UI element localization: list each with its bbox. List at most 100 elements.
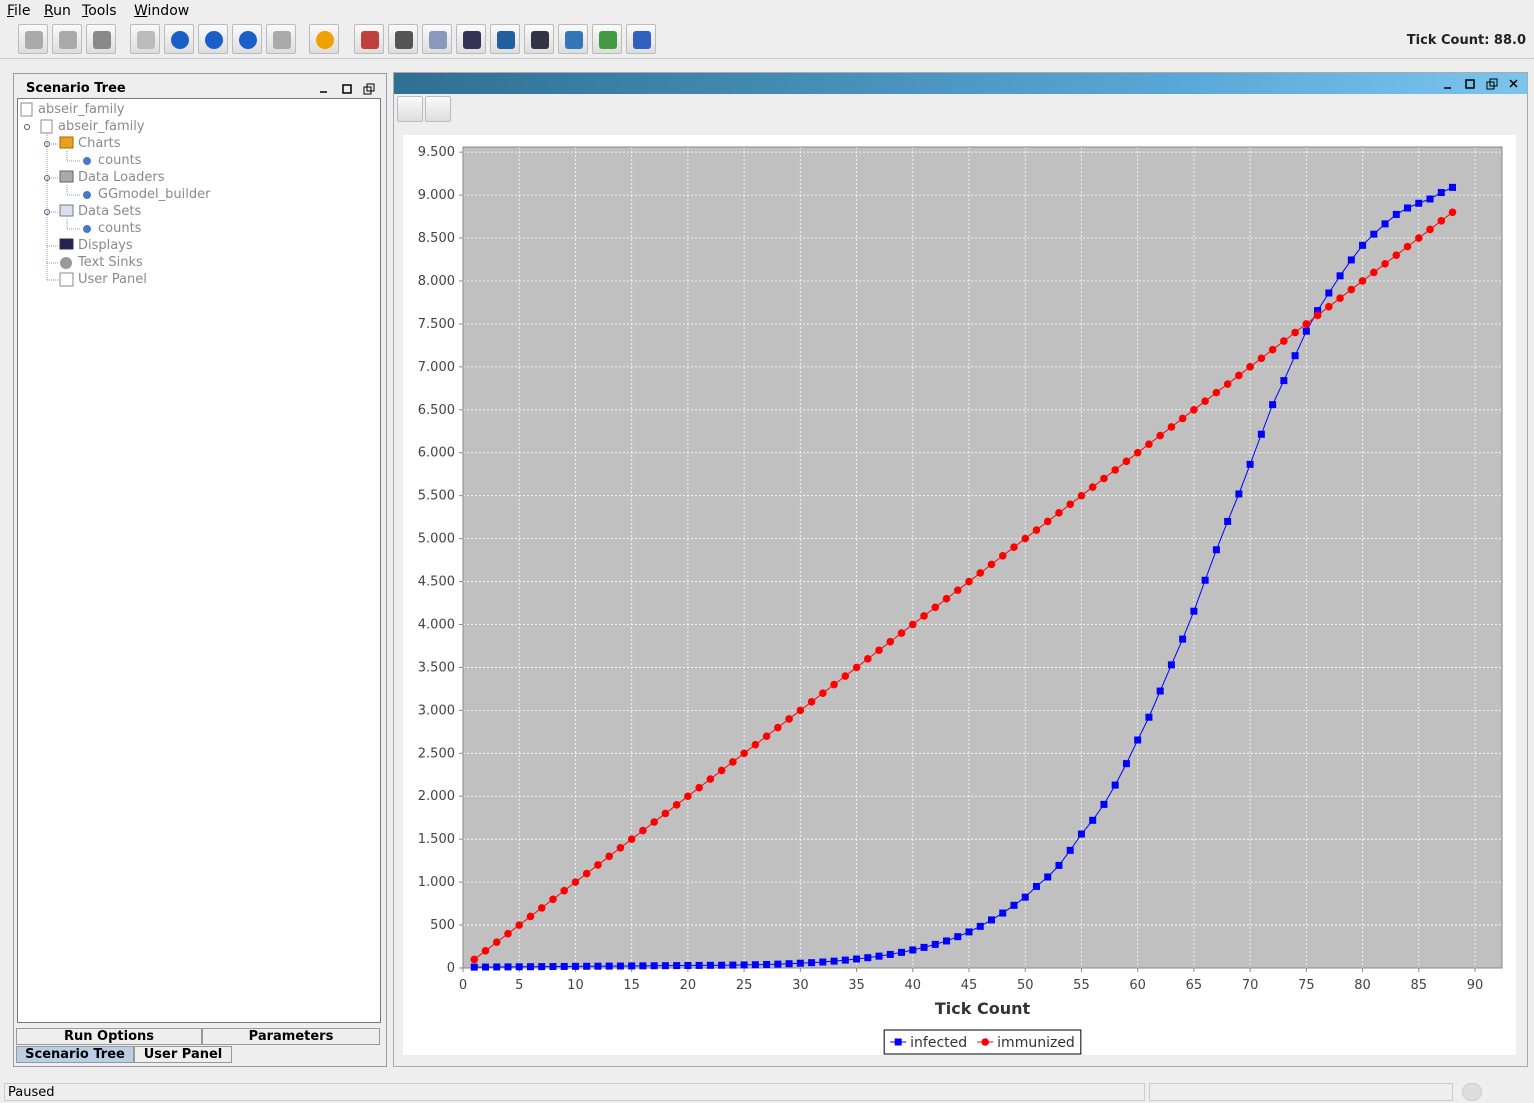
x-tick-label: 75 <box>1298 978 1315 993</box>
marker <box>1122 760 1130 768</box>
marker <box>1437 217 1446 225</box>
marker <box>1122 457 1131 466</box>
snapshot-button[interactable] <box>397 96 423 122</box>
tab[interactable]: Scenario Tree <box>16 1046 134 1063</box>
marker <box>1280 337 1288 345</box>
tree-item[interactable]: counts <box>98 221 142 236</box>
marker <box>931 940 939 948</box>
marker <box>762 732 771 740</box>
toolbar-button[interactable] <box>18 24 48 54</box>
marker <box>841 672 850 680</box>
marker <box>661 962 669 970</box>
toolbar-button[interactable] <box>52 24 82 54</box>
y-tick-label: 9.500 <box>418 145 455 160</box>
marker <box>1111 781 1119 789</box>
y-tick-label: 3.500 <box>418 660 455 675</box>
tree-item[interactable]: Data Loaders <box>78 170 165 185</box>
y-tick-label: 6.000 <box>418 446 455 461</box>
x-tick-label: 0 <box>459 978 467 993</box>
toolbar-button[interactable] <box>558 24 588 54</box>
marker <box>1088 483 1097 491</box>
marker <box>560 962 568 970</box>
marker <box>1268 345 1277 354</box>
tree-item[interactable]: counts <box>98 153 142 168</box>
toolbar-button[interactable] <box>198 24 228 54</box>
tree-item[interactable]: abseir_family <box>58 119 145 134</box>
marker <box>1077 830 1085 838</box>
toolbar-button[interactable] <box>86 24 116 54</box>
toolbar-button[interactable] <box>592 24 622 54</box>
marker <box>537 904 546 912</box>
y-tick-label: 5.000 <box>418 532 455 547</box>
marker <box>785 960 793 968</box>
marker <box>1437 189 1445 197</box>
x-tick-label: 80 <box>1354 978 1371 993</box>
marker <box>594 962 602 970</box>
toolbar-button[interactable] <box>130 24 160 54</box>
y-tick-label: 5.500 <box>418 489 455 504</box>
marker <box>920 943 928 951</box>
marker <box>1021 893 1029 901</box>
x-tick-label: 30 <box>792 978 809 993</box>
marker <box>526 963 534 971</box>
marker <box>864 954 872 962</box>
marker <box>504 963 512 971</box>
toolbar-button[interactable] <box>266 24 296 54</box>
tree-item[interactable]: User Panel <box>78 272 147 287</box>
marker <box>807 697 816 706</box>
tree-item[interactable]: abseir_family <box>38 102 125 117</box>
tab[interactable]: Parameters <box>202 1028 380 1045</box>
tree-item[interactable]: Data Sets <box>78 204 142 219</box>
marker <box>1145 713 1153 721</box>
toolbar-button[interactable] <box>309 24 339 54</box>
marker <box>1021 534 1030 543</box>
tree-item[interactable]: Charts <box>78 136 121 151</box>
marker <box>549 963 557 971</box>
marker <box>976 569 985 577</box>
y-tick-label: 1.000 <box>418 875 455 890</box>
marker <box>481 963 489 971</box>
tree-item[interactable]: Text Sinks <box>78 255 143 270</box>
tree-item[interactable]: GGmodel_builder <box>98 187 211 202</box>
menu-item[interactable]: Run <box>44 3 71 19</box>
marker <box>1201 397 1209 406</box>
progress-box <box>1149 1083 1453 1101</box>
menu-item[interactable]: File <box>7 3 31 19</box>
toolbar-button[interactable] <box>524 24 554 54</box>
tab[interactable]: User Panel <box>134 1046 232 1063</box>
marker <box>897 629 906 637</box>
x-tick-label: 50 <box>1017 978 1034 993</box>
marker <box>1381 220 1389 228</box>
marker <box>785 715 793 723</box>
properties-button[interactable] <box>425 96 451 122</box>
toolbar-button[interactable] <box>456 24 486 54</box>
marker <box>1381 259 1389 268</box>
tab[interactable]: Run Options <box>16 1028 202 1045</box>
marker <box>560 886 569 895</box>
toolbar-button[interactable] <box>164 24 194 54</box>
marker <box>1190 405 1198 414</box>
marker <box>639 962 647 970</box>
marker <box>987 560 996 569</box>
toolbar-button[interactable] <box>388 24 418 54</box>
marker <box>639 826 647 835</box>
marker <box>965 928 973 936</box>
marker <box>999 909 1007 917</box>
x-tick-label: 85 <box>1411 978 1428 993</box>
marker <box>661 809 670 818</box>
marker <box>1448 208 1457 217</box>
toolbar-button[interactable] <box>354 24 384 54</box>
menu-item[interactable]: Window <box>134 3 190 19</box>
marker <box>774 723 782 732</box>
panel-controls <box>320 83 375 95</box>
tree-item[interactable]: Displays <box>78 238 133 253</box>
marker <box>627 835 636 843</box>
marker <box>1212 546 1220 554</box>
toolbar-button[interactable] <box>626 24 656 54</box>
menu-item[interactable]: Tools <box>82 3 117 19</box>
toolbar-button[interactable] <box>490 24 520 54</box>
toolbar-button[interactable] <box>232 24 262 54</box>
marker <box>616 962 624 970</box>
toolbar-button[interactable] <box>422 24 452 54</box>
legend-item: infected <box>890 1035 967 1051</box>
